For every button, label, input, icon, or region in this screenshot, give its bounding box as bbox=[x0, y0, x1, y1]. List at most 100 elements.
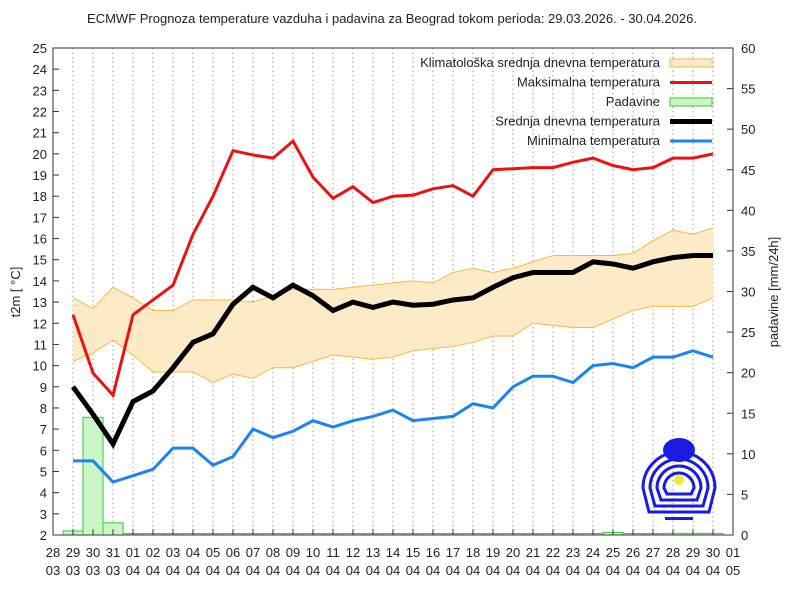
legend-swatch bbox=[669, 97, 713, 107]
chart-title: ECMWF Prognoza temperature vazduha i pad… bbox=[87, 11, 697, 26]
x-tick-label-day: 23 bbox=[566, 545, 580, 560]
y2-tick-label: 0 bbox=[741, 528, 748, 543]
x-tick-label-month: 04 bbox=[706, 563, 720, 578]
x-tick-label-day: 03 bbox=[166, 545, 180, 560]
series-line-srednja-dnevna-temperatura bbox=[70, 253, 713, 449]
precipitation-bar bbox=[82, 416, 104, 536]
y2-tick-label: 55 bbox=[741, 82, 755, 97]
x-tick-label-month: 04 bbox=[126, 563, 140, 578]
x-tick-label-day: 26 bbox=[626, 545, 640, 560]
x-tick-label-day: 11 bbox=[326, 545, 340, 560]
x-tick-label-day: 20 bbox=[506, 545, 520, 560]
climatology-lower-line bbox=[72, 297, 714, 384]
y-tick-label: 5 bbox=[40, 464, 47, 479]
x-tick-label-month: 04 bbox=[586, 563, 600, 578]
climatology-upper-line bbox=[72, 227, 714, 312]
x-tick-label-month: 03 bbox=[46, 563, 60, 578]
y2-tick-label: 60 bbox=[741, 41, 755, 56]
x-tick-label-day: 28 bbox=[46, 545, 60, 560]
x-tick-label-day: 27 bbox=[646, 545, 660, 560]
y-axis-label: t2m [ °C] bbox=[8, 267, 23, 318]
x-tick-label-month: 04 bbox=[686, 563, 700, 578]
legend-label: Klimatološka srednja dnevna temperatura bbox=[420, 55, 661, 70]
x-tick-label-day: 30 bbox=[706, 545, 720, 560]
x-tick-label-day: 01 bbox=[126, 545, 140, 560]
series-line-maksimalna-temperatura bbox=[71, 138, 714, 399]
y-tick-label: 21 bbox=[33, 126, 47, 141]
y-tick-label: 12 bbox=[33, 316, 47, 331]
y-tick-label: 2 bbox=[40, 528, 47, 543]
x-tick-label-month: 03 bbox=[106, 563, 120, 578]
x-tick-label-month: 04 bbox=[146, 563, 160, 578]
x-tick-label-month: 04 bbox=[306, 563, 320, 578]
y2-tick-label: 45 bbox=[741, 163, 755, 178]
y2-tick-label: 10 bbox=[741, 447, 755, 462]
x-tick-label-day: 17 bbox=[446, 545, 460, 560]
x-tick-label-month: 03 bbox=[66, 563, 80, 578]
y-tick-label: 8 bbox=[40, 401, 47, 416]
x-tick-label-month: 04 bbox=[426, 563, 440, 578]
series-line-minimalna-temperatura bbox=[73, 349, 714, 484]
legend-swatch bbox=[669, 58, 713, 68]
x-tick-label-day: 13 bbox=[366, 545, 380, 560]
climatology-band bbox=[72, 227, 714, 384]
x-tick-label-month: 04 bbox=[366, 563, 380, 578]
x-tick-label-day: 18 bbox=[466, 545, 480, 560]
y-tick-label: 13 bbox=[33, 295, 47, 310]
y-tick-label: 20 bbox=[33, 147, 47, 162]
x-tick-label-day: 29 bbox=[686, 545, 700, 560]
y2-axis-label: padavine [mm/24h] bbox=[766, 237, 781, 348]
axes: 2345678910111213141516171819202122232425… bbox=[33, 41, 756, 578]
x-tick-label-month: 04 bbox=[446, 563, 460, 578]
x-tick-label-day: 01 bbox=[726, 545, 740, 560]
x-tick-label-month: 04 bbox=[566, 563, 580, 578]
x-tick-label-day: 19 bbox=[486, 545, 500, 560]
legend-label: Maksimalna temperatura bbox=[517, 75, 661, 90]
legend-label: Minimalna temperatura bbox=[527, 133, 661, 148]
y2-tick-label: 40 bbox=[741, 203, 755, 218]
x-tick-label-month: 05 bbox=[726, 563, 740, 578]
x-tick-label-month: 04 bbox=[526, 563, 540, 578]
x-tick-label-day: 08 bbox=[266, 545, 280, 560]
x-tick-label-day: 21 bbox=[526, 545, 540, 560]
x-tick-label-day: 25 bbox=[606, 545, 620, 560]
y-tick-label: 25 bbox=[33, 41, 47, 56]
x-tick-label-day: 12 bbox=[346, 545, 360, 560]
y2-tick-label: 5 bbox=[741, 487, 748, 502]
x-tick-label-month: 04 bbox=[646, 563, 660, 578]
x-tick-label-day: 28 bbox=[666, 545, 680, 560]
rhmz-logo bbox=[641, 438, 717, 520]
y-tick-label: 6 bbox=[40, 443, 47, 458]
y-tick-label: 18 bbox=[33, 189, 47, 204]
y-tick-label: 24 bbox=[33, 62, 47, 77]
x-tick-label-month: 04 bbox=[206, 563, 220, 578]
x-tick-label-month: 04 bbox=[286, 563, 300, 578]
x-tick-label-month: 04 bbox=[246, 563, 260, 578]
x-tick-label-month: 04 bbox=[386, 563, 400, 578]
x-tick-label-month: 04 bbox=[406, 563, 420, 578]
y-tick-label: 22 bbox=[33, 105, 47, 120]
y-tick-label: 10 bbox=[33, 359, 47, 374]
y-tick-label: 15 bbox=[33, 253, 47, 268]
y2-tick-label: 50 bbox=[741, 122, 755, 137]
x-tick-label-month: 04 bbox=[226, 563, 240, 578]
x-tick-label-day: 31 bbox=[106, 545, 120, 560]
y-tick-label: 3 bbox=[40, 507, 47, 522]
x-tick-label-month: 04 bbox=[466, 563, 480, 578]
x-tick-label-day: 10 bbox=[306, 545, 320, 560]
y-tick-label: 11 bbox=[34, 337, 48, 352]
y2-tick-label: 20 bbox=[741, 366, 755, 381]
x-tick-label-day: 04 bbox=[186, 545, 200, 560]
temperature-lines bbox=[70, 138, 714, 484]
y2-tick-label: 15 bbox=[741, 406, 755, 421]
legend: Klimatološka srednja dnevna temperatura M… bbox=[420, 55, 713, 148]
y2-tick-label: 25 bbox=[741, 325, 755, 340]
x-tick-label-month: 04 bbox=[326, 563, 340, 578]
x-tick-label-month: 04 bbox=[186, 563, 200, 578]
x-tick-label-day: 24 bbox=[586, 545, 600, 560]
x-tick-label-month: 04 bbox=[606, 563, 620, 578]
x-tick-label-month: 04 bbox=[346, 563, 360, 578]
x-tick-label-day: 02 bbox=[146, 545, 160, 560]
y-tick-label: 17 bbox=[33, 210, 47, 225]
x-tick-label-day: 05 bbox=[206, 545, 220, 560]
